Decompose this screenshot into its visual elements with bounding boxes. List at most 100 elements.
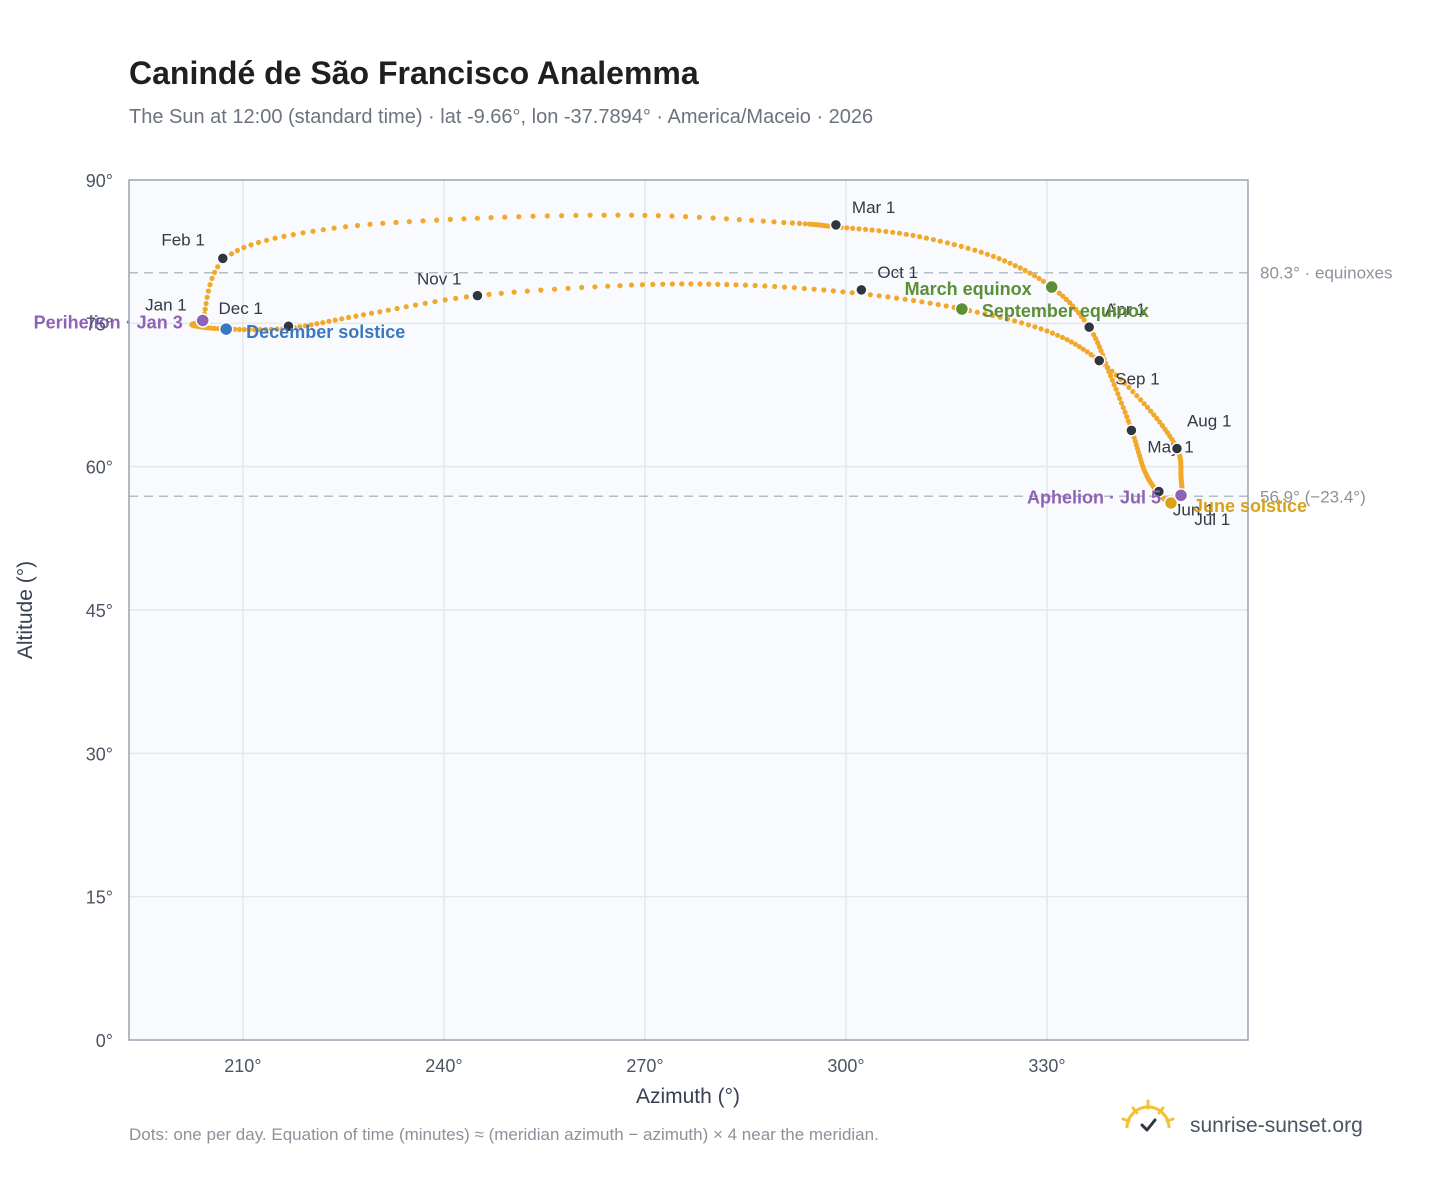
daily-sun-dot	[297, 324, 303, 330]
daily-sun-dot	[377, 309, 383, 315]
daily-sun-dot	[241, 327, 247, 333]
event-marker-label: Perihelion · Jan 3	[34, 312, 183, 332]
daily-sun-dot	[972, 247, 978, 253]
daily-sun-dot	[771, 219, 777, 225]
daily-sun-dot	[1063, 296, 1069, 302]
daily-sun-dot	[752, 282, 758, 289]
daily-sun-dot	[310, 228, 316, 234]
daily-sun-dot	[772, 283, 778, 290]
month-marker-dot	[855, 283, 868, 297]
brand-name: sunrise-sunset.org	[1190, 1114, 1363, 1137]
y-tick-label: 90°	[86, 171, 113, 191]
reference-line-label: 80.3° · equinoxes	[1260, 264, 1393, 283]
daily-sun-dot	[683, 214, 689, 220]
y-tick-label: 15°	[86, 888, 113, 908]
event-marker-dot	[1163, 495, 1179, 511]
daily-sun-dot	[1113, 386, 1119, 392]
sun-logo-icon	[1121, 1099, 1175, 1132]
event-marker-label: June solstice	[1193, 496, 1307, 516]
daily-sun-dot	[650, 281, 656, 287]
daily-sun-dot	[601, 212, 607, 218]
daily-sun-dot	[927, 300, 933, 306]
daily-sun-dot	[655, 213, 661, 219]
daily-sun-dot	[353, 313, 359, 319]
daily-sun-dot	[802, 221, 808, 227]
daily-sun-dot	[688, 281, 694, 287]
daily-sun-dot	[380, 220, 386, 226]
daily-sun-dot	[830, 288, 837, 294]
daily-sun-dot	[394, 305, 400, 312]
daily-sun-dot	[876, 228, 882, 234]
daily-sun-dot	[516, 214, 522, 220]
daily-sun-dot	[723, 216, 730, 222]
month-marker-dot	[471, 289, 484, 302]
y-axis-label: Altitude (°)	[14, 561, 37, 659]
daily-sun-dot	[1148, 408, 1154, 414]
month-marker-label: Aug 1	[1187, 412, 1231, 431]
daily-sun-dot	[1144, 404, 1151, 410]
daily-sun-dot	[1012, 318, 1018, 324]
event-marker-dot	[954, 301, 970, 317]
daily-sun-dot	[958, 243, 964, 249]
reference-line-label: 56.9° (−23.4°)	[1260, 487, 1366, 506]
month-marker-dot	[1092, 354, 1106, 367]
reference-lines: 80.3° · equinoxes 56.9° (−23.4°)	[129, 264, 1393, 506]
month-marker-label: Apr 1	[1105, 300, 1146, 319]
daily-sun-dot	[1117, 395, 1123, 401]
daily-sun-dot	[1019, 320, 1025, 326]
daily-sun-dot	[302, 323, 308, 329]
month-marker-label: Nov 1	[417, 270, 461, 289]
daily-sun-dot	[343, 224, 349, 230]
daily-sun-dot	[268, 326, 274, 332]
x-axis-label: Azimuth (°)	[636, 1085, 740, 1108]
daily-sun-dot	[1157, 419, 1163, 425]
daily-sun-dot	[281, 233, 287, 239]
daily-sun-dot	[943, 303, 949, 309]
daily-sun-dot	[502, 214, 508, 220]
daily-sun-dot	[587, 212, 593, 218]
daily-sun-dot	[524, 288, 530, 294]
daily-sun-dot	[207, 282, 213, 288]
daily-sun-dot	[1007, 260, 1013, 266]
daily-sun-dot	[339, 316, 345, 322]
month-marker-label: Mar 1	[852, 198, 895, 217]
daily-sun-dot	[592, 284, 598, 290]
daily-sun-dot	[434, 217, 440, 223]
daily-sun-dot	[1002, 258, 1008, 264]
daily-sun-dot	[749, 217, 755, 223]
daily-sun-dot	[742, 282, 749, 288]
daily-sun-dot	[867, 292, 873, 298]
daily-sun-dot	[935, 302, 941, 308]
month-marker-dot	[829, 218, 843, 232]
daily-sun-dot	[844, 225, 850, 231]
daily-sun-dot	[1049, 330, 1056, 336]
daily-sun-dot	[559, 213, 565, 219]
daily-sun-dot	[642, 212, 648, 218]
event-marker-dot	[1173, 488, 1189, 503]
event-marker-label: March equinox	[905, 279, 1032, 299]
y-tick-label: 30°	[86, 744, 113, 764]
daily-sun-dot	[255, 239, 262, 246]
daily-sun-dot	[274, 326, 280, 332]
daily-sun-dot	[1138, 397, 1144, 403]
daily-sun-dot	[331, 225, 337, 231]
daily-sun-dot	[660, 281, 666, 287]
daily-sun-dot	[205, 288, 211, 294]
daily-sun-dot	[896, 230, 903, 236]
month-marker-dot	[1125, 424, 1138, 437]
daily-sun-dot	[990, 312, 996, 319]
plot-frame	[128, 179, 1249, 1041]
daily-sun-dot	[890, 229, 896, 235]
x-tick-label: 240°	[425, 1056, 462, 1076]
month-marker-dot	[1170, 442, 1184, 455]
daily-sun-dot	[965, 245, 971, 251]
daily-sun-dot	[354, 222, 361, 229]
daily-sun-dot	[241, 244, 247, 251]
daily-sun-dot	[789, 220, 796, 226]
daily-sun-dot	[551, 286, 558, 292]
daily-sun-dot	[1040, 278, 1046, 284]
month-marker-dot	[216, 252, 230, 265]
daily-sun-dot	[850, 225, 856, 231]
daily-sun-dot	[565, 285, 571, 291]
month-marker-label: Sep 1	[1115, 370, 1159, 389]
